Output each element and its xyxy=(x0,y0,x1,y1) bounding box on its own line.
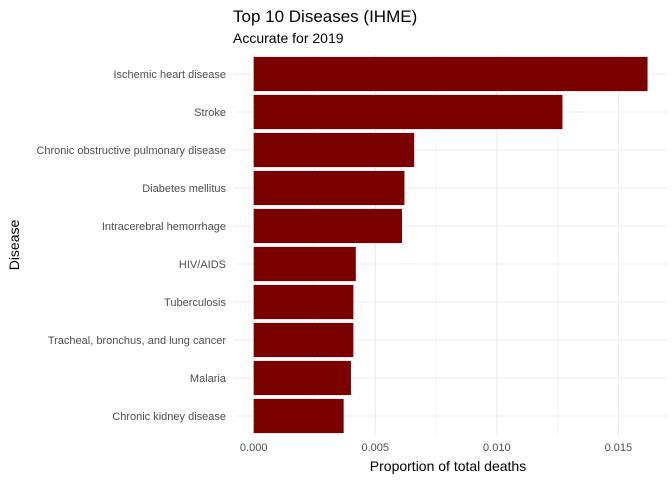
y-tick-label: Ischemic heart disease xyxy=(114,69,227,81)
bar xyxy=(253,322,354,358)
bar xyxy=(253,360,351,396)
y-tick-label: Malaria xyxy=(190,373,227,385)
y-tick-label: Intracerebral hemorrhage xyxy=(102,221,226,233)
y-tick-labels: Ischemic heart disease Stroke Chronic obst… xyxy=(36,69,226,423)
bar xyxy=(253,94,563,130)
x-tick-label: 0.005 xyxy=(361,442,389,454)
y-tick-label: Stroke xyxy=(194,107,226,119)
bar xyxy=(253,56,648,92)
y-tick-label: HIV/AIDS xyxy=(179,259,226,271)
x-tick-label: 0.015 xyxy=(605,442,633,454)
y-tick-label: Tuberculosis xyxy=(164,297,226,309)
bar xyxy=(253,170,405,206)
bars-layer xyxy=(253,56,648,434)
y-axis-label: Disease xyxy=(6,220,22,271)
x-tick-label: 0.000 xyxy=(240,442,268,454)
chart-title: Top 10 Diseases (IHME) xyxy=(233,7,417,26)
y-tick-label: Chronic kidney disease xyxy=(112,411,226,423)
chart-subtitle: Accurate for 2019 xyxy=(233,30,344,46)
y-tick-label: Chronic obstructive pulmonary disease xyxy=(36,145,226,157)
x-tick-labels: 0.000 0.005 0.010 0.015 xyxy=(240,442,632,454)
y-tick-label: Tracheal, bronchus, and lung cancer xyxy=(48,335,226,347)
x-axis-label: Proportion of total deaths xyxy=(370,458,526,474)
bar xyxy=(253,398,344,434)
bar xyxy=(253,246,356,282)
x-tick-label: 0.010 xyxy=(483,442,511,454)
y-tick-label: Diabetes mellitus xyxy=(142,183,226,195)
bar xyxy=(253,284,354,320)
bar xyxy=(253,132,415,168)
bar xyxy=(253,208,402,244)
